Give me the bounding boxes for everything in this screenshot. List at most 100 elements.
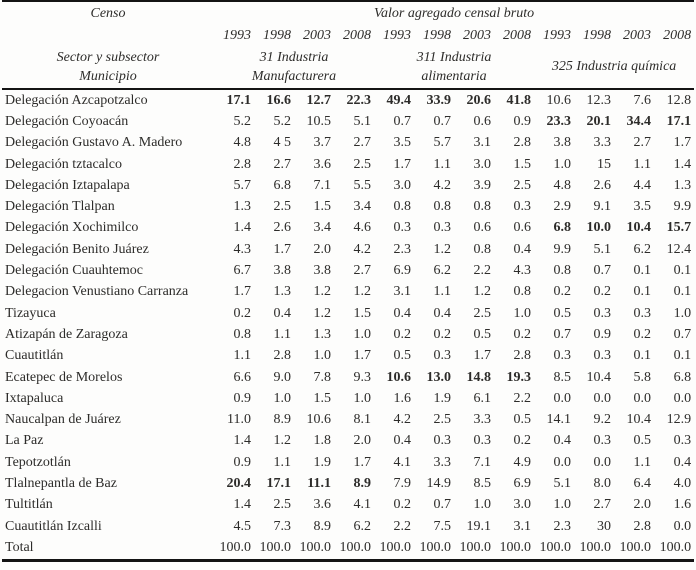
cell-value: 1.5 (313, 199, 332, 215)
cell-value: 0.9 (513, 113, 532, 129)
cell-value: 0.2 (433, 326, 452, 342)
cell-value: 0.4 (673, 454, 692, 470)
cell-value: 0.7 (673, 326, 692, 342)
cell-value: 1.1 (433, 156, 452, 172)
cell-value: 0.3 (633, 305, 652, 321)
cell-value: 1.0 (673, 305, 692, 321)
row-label: Delegación tztacalco (5, 156, 122, 172)
cell-value: 3.4 (313, 220, 332, 236)
cell-value: 0.6 (473, 220, 492, 236)
cell-value: 0.7 (433, 497, 452, 513)
cell-value: 1.0 (553, 156, 572, 172)
cell-value: 100.0 (499, 539, 532, 555)
cell-value: 100.0 (459, 539, 492, 555)
row-label: Cuautitlán (5, 348, 64, 364)
cell-value: 5.2 (233, 113, 252, 129)
cell-value: 7.6 (633, 92, 652, 108)
cell-value: 10.4 (586, 369, 612, 385)
cell-value: 9.0 (273, 369, 292, 385)
table-row: Delegación Azcapotzalco 17.1 16.6 12.7 22.3 4… (2, 89, 694, 111)
cell-value: 1.0 (353, 326, 372, 342)
year-header-10: 1998 (583, 27, 611, 43)
years-row-spacer (2, 25, 214, 46)
year-header-3: 2003 (303, 27, 331, 43)
cell-value: 0.4 (513, 241, 532, 257)
cell-value: 5.1 (353, 113, 372, 129)
cell-value: 16.6 (266, 92, 292, 108)
year-header-7: 2003 (463, 27, 491, 43)
cell-value: 0.8 (473, 241, 492, 257)
cell-value: 1.3 (273, 284, 292, 300)
cell-value: 1.6 (673, 497, 692, 513)
cell-value: 5.8 (633, 369, 652, 385)
cell-value: 0.0 (593, 390, 612, 406)
year-header-5: 1993 (383, 27, 411, 43)
cell-value: 4.9 (513, 454, 532, 470)
cell-value: 1.7 (673, 135, 692, 151)
cell-value: 15 (597, 156, 611, 172)
cell-value: 9.9 (553, 241, 572, 257)
cell-value: 20.6 (466, 92, 492, 108)
header-row-groups: Sector y subsector Municipio 31 Industri… (2, 46, 695, 90)
cell-value: 22.3 (346, 92, 372, 108)
cell-value: 2.3 (393, 241, 412, 257)
cell-value: 6.2 (633, 241, 652, 257)
cell-value: 100.0 (259, 539, 292, 555)
cell-value: 0.0 (673, 518, 692, 534)
cell-value: 0.2 (633, 326, 652, 342)
table-row: Tultitlán 1.4 2.5 3.6 4.1 0.2 0.7 1.0 3.0 1.0 2.7 2… (2, 495, 694, 516)
row-label: Ecatepec de Morelos (5, 369, 123, 385)
cell-value: 0.3 (513, 199, 532, 215)
cell-value: 30 (597, 518, 611, 534)
cell-value: 10.6 (546, 92, 572, 108)
row-label: Delegación Gustavo A. Madero (5, 135, 183, 151)
cell-value: 100.0 (379, 539, 412, 555)
cell-value: 1.1 (433, 284, 452, 300)
cell-value: 20.1 (586, 113, 612, 129)
header-row-years: 1993 1998 2003 2008 1993 1998 2003 2008 1993 1998… (2, 25, 694, 46)
cell-value: 8.9 (353, 475, 372, 491)
cell-value: 33.9 (426, 92, 452, 108)
cell-value: 2.2 (513, 390, 532, 406)
group-header-food: 311 Industria alimentaria (374, 46, 534, 90)
table-row: Delegación Tlalpan 1.3 2.5 1.5 3.4 0.8 0.8 0.8 0… (2, 196, 694, 217)
cell-value: 0.3 (593, 348, 612, 364)
header-row-titles: Censo Valor agregado censal bruto (2, 1, 694, 25)
cell-value: 13.0 (426, 369, 452, 385)
cell-value: 6.9 (513, 475, 532, 491)
cell-value: 1.4 (233, 220, 252, 236)
cell-value: 14.1 (546, 412, 572, 428)
table-row: Cuautitlán Izcalli 4.5 7.3 8.9 6.2 2.2 7.5 19.1… (2, 516, 694, 537)
cell-value: 10.5 (306, 113, 332, 129)
cell-value: 5.7 (433, 135, 452, 151)
cell-value: 2.8 (273, 348, 292, 364)
cell-value: 12.7 (306, 92, 332, 108)
cell-value: 1.5 (353, 305, 372, 321)
cell-value: 2.7 (273, 156, 292, 172)
row-label: Delegación Iztapalapa (5, 177, 130, 193)
cell-value: 12.8 (666, 92, 692, 108)
cell-value: 1.7 (273, 241, 292, 257)
cell-value: 1.0 (313, 348, 332, 364)
row-label: Delegacion Venustiano Carranza (5, 284, 189, 300)
cell-value: 5.2 (273, 113, 292, 129)
cell-value: 5.1 (553, 475, 572, 491)
cell-value: 6.4 (633, 475, 652, 491)
row-label: Delegación Xochimilco (5, 220, 139, 236)
cell-value: 0.3 (393, 220, 412, 236)
cell-value: 1.4 (673, 156, 692, 172)
cell-value: 5.5 (353, 177, 372, 193)
cell-value: 2.8 (513, 135, 532, 151)
cell-value: 4.5 (233, 518, 252, 534)
cell-value: 0.4 (273, 305, 292, 321)
cell-value: 4.1 (393, 454, 412, 470)
table-row: Delegación tztacalco 2.8 2.7 3.6 2.5 1.7 1.1 3.… (2, 154, 694, 175)
cell-value: 12.4 (666, 241, 692, 257)
cell-value: 2.8 (633, 518, 652, 534)
row-label: Delegación Benito Juárez (5, 241, 149, 257)
cell-value: 41.8 (506, 92, 532, 108)
group-header-manufacturing: 31 Industria Manufacturera (214, 46, 374, 90)
cell-value: 2.7 (353, 135, 372, 151)
cell-value: 10.6 (306, 412, 332, 428)
cell-value: 3.8 (273, 263, 292, 279)
